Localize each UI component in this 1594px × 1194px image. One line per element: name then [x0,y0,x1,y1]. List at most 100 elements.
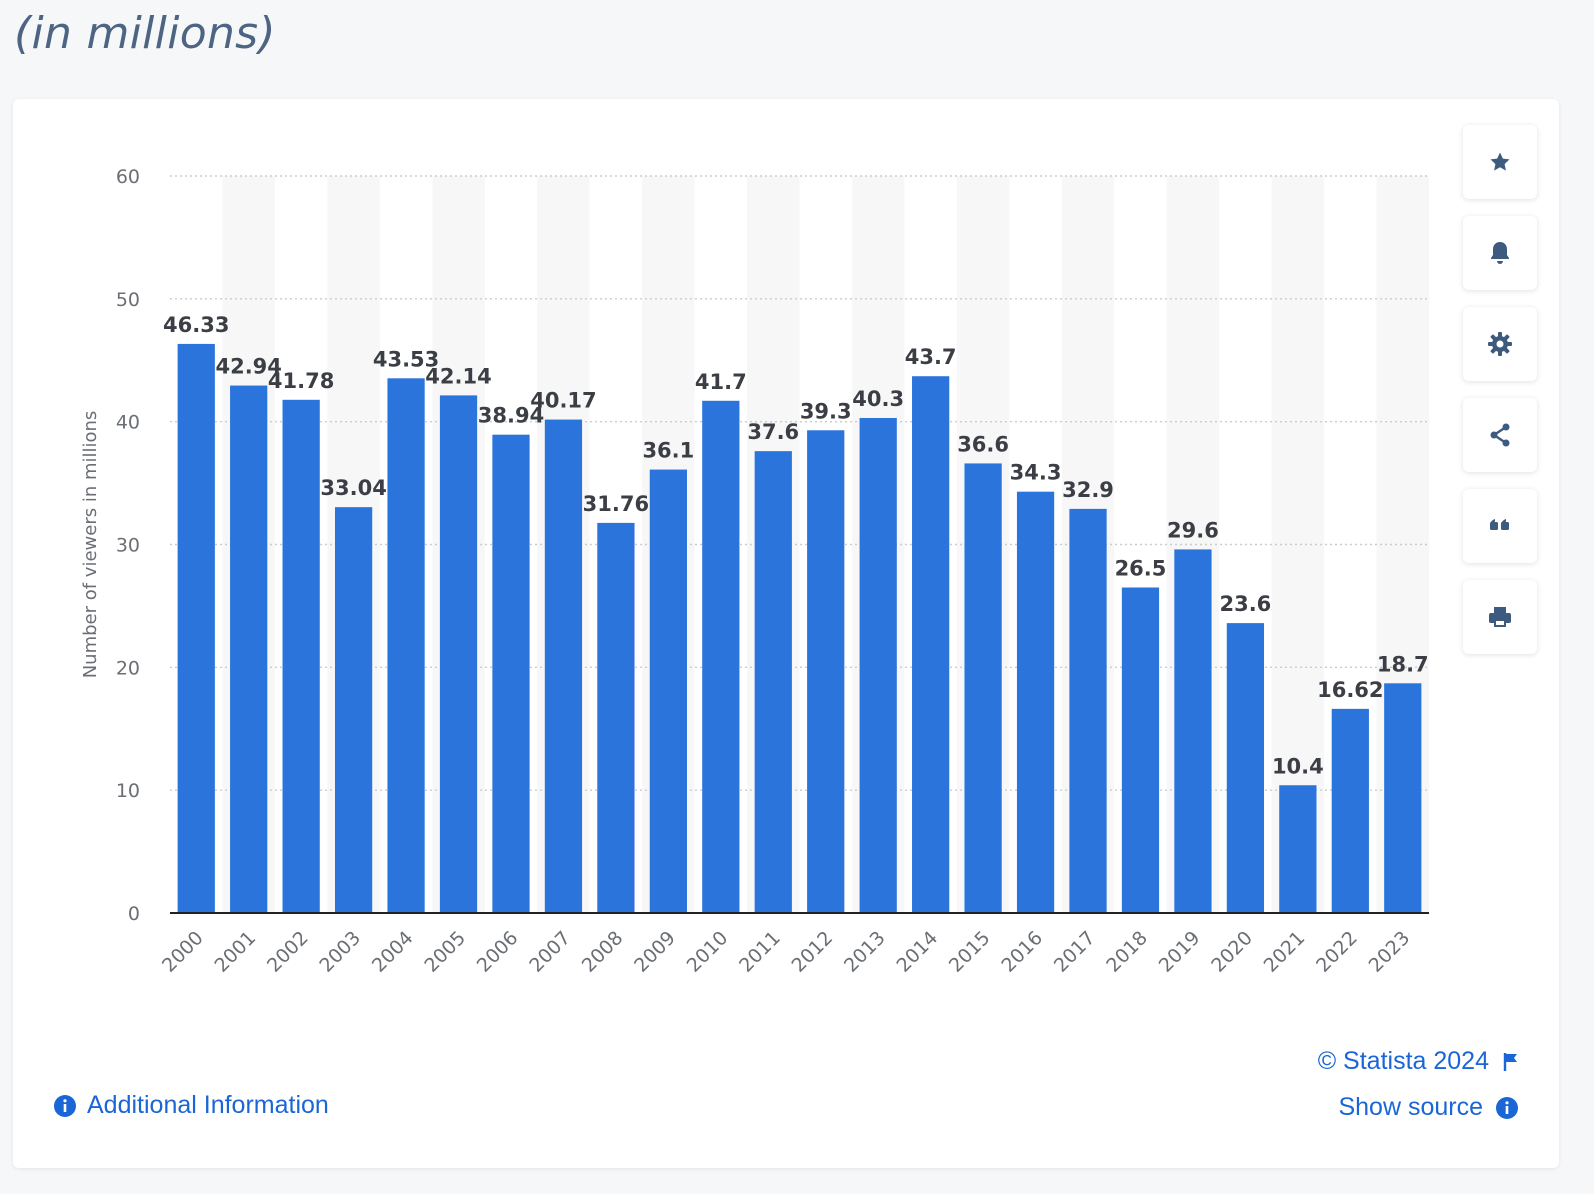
cite-button[interactable] [1463,489,1537,563]
x-tick-label: 2008 [578,927,628,977]
bar [754,451,792,913]
data-label: 26.5 [1115,556,1167,580]
x-tick-label: 2019 [1155,927,1205,977]
data-label: 39.3 [800,399,852,423]
bar [859,417,897,913]
x-tick-label: 2003 [315,927,365,977]
y-axis-title: Number of viewers in millions [80,411,101,679]
data-label: 33.04 [320,476,386,500]
data-label: 41.78 [268,369,334,393]
y-tick-label: 60 [116,166,140,188]
bar [334,507,373,913]
data-label: 36.6 [957,432,1009,456]
x-tick-label: 2021 [1260,927,1310,977]
quote-icon [1490,519,1509,530]
chart-toolbar [1463,125,1537,671]
data-label: 29.6 [1167,518,1219,542]
data-label: 38.94 [478,404,544,428]
share-button[interactable] [1463,398,1537,472]
data-label: 34.3 [1010,461,1062,485]
bar [439,395,478,913]
share-icon [1490,423,1510,447]
bar [1384,683,1422,913]
x-tick-label: 2014 [892,927,942,977]
info-icon [54,1094,76,1117]
x-tick-label: 2002 [263,927,313,977]
bar [387,378,425,913]
data-label: 43.7 [905,345,957,369]
x-tick-label: 2006 [473,927,523,977]
data-label: 41.7 [695,370,747,394]
bar [1279,785,1317,913]
bar [230,385,268,913]
x-tick-label: 2022 [1312,927,1362,977]
x-tick-label: 2010 [683,927,733,977]
bar [1121,587,1160,913]
printer-icon [1489,607,1511,627]
data-label: 37.6 [747,420,799,444]
y-tick-label: 50 [116,289,140,311]
x-tick-label: 2018 [1102,927,1152,977]
x-tick-label: 2000 [158,927,208,977]
bar [282,399,320,913]
data-label: 31.76 [583,492,649,516]
y-tick-label: 10 [116,780,140,802]
star-icon [1490,152,1510,171]
bar [1226,623,1265,913]
bar-chart: 0 10 20 30 40 50 60 Number of viewers in millio… [80,166,1429,977]
print-button[interactable] [1463,580,1537,654]
statista-credit-link[interactable]: © Statista 2024 [1318,1047,1519,1076]
data-label: 10.4 [1272,754,1324,778]
chart-subtitle: (in millions) [14,8,276,59]
y-tick-label: 20 [116,657,140,679]
additional-information-label: Additional Information [87,1091,329,1119]
x-tick-label: 2005 [420,927,470,977]
data-label: 16.62 [1317,678,1383,702]
x-tick-label: 2015 [945,927,995,977]
show-source-link[interactable]: Show source [1338,1093,1519,1122]
bar [1331,708,1369,913]
x-tick-label: 2020 [1207,927,1257,977]
bar [702,400,740,913]
x-tick-label: 2013 [840,927,890,977]
notification-button[interactable] [1463,216,1537,290]
x-tick-label: 2007 [525,927,575,977]
x-tick-label: 2023 [1365,927,1415,977]
settings-button[interactable] [1463,307,1537,381]
bar [1174,549,1212,913]
chart-card: 0 10 20 30 40 50 60 Number of viewers in millio… [13,99,1559,1168]
y-tick-label: 40 [116,412,140,434]
bell-icon [1491,242,1509,264]
gear-icon [1488,332,1512,356]
info-icon [1496,1096,1518,1119]
data-label: 40.3 [852,387,904,411]
y-tick-label: 30 [116,535,140,557]
x-tick-label: 2012 [788,927,838,977]
data-label: 42.94 [215,355,281,379]
bar [177,343,215,913]
data-label: 43.53 [373,347,439,371]
flag-icon [1503,1052,1517,1071]
x-tick-label: 2017 [1050,927,1100,977]
x-tick-label: 2001 [210,927,260,977]
favorite-button[interactable] [1463,125,1537,199]
bar [649,469,687,913]
bar [597,522,635,913]
additional-information-link[interactable]: Additional Information [53,1091,329,1120]
x-tick-label: 2011 [735,927,785,977]
y-tick-label: 0 [128,903,140,925]
x-tick-label: 2016 [997,927,1047,977]
bar [1016,491,1055,913]
bar [492,434,530,913]
data-label: 23.6 [1219,592,1271,616]
bar [544,419,583,913]
bar [807,430,845,913]
show-source-label: Show source [1338,1093,1483,1121]
data-label: 46.33 [163,313,229,337]
x-tick-label: 2009 [630,927,680,977]
data-label: 42.14 [425,364,491,388]
x-tick-label: 2004 [368,927,418,977]
bar [964,463,1002,913]
data-label: 32.9 [1062,478,1114,502]
data-label: 40.17 [530,389,596,413]
